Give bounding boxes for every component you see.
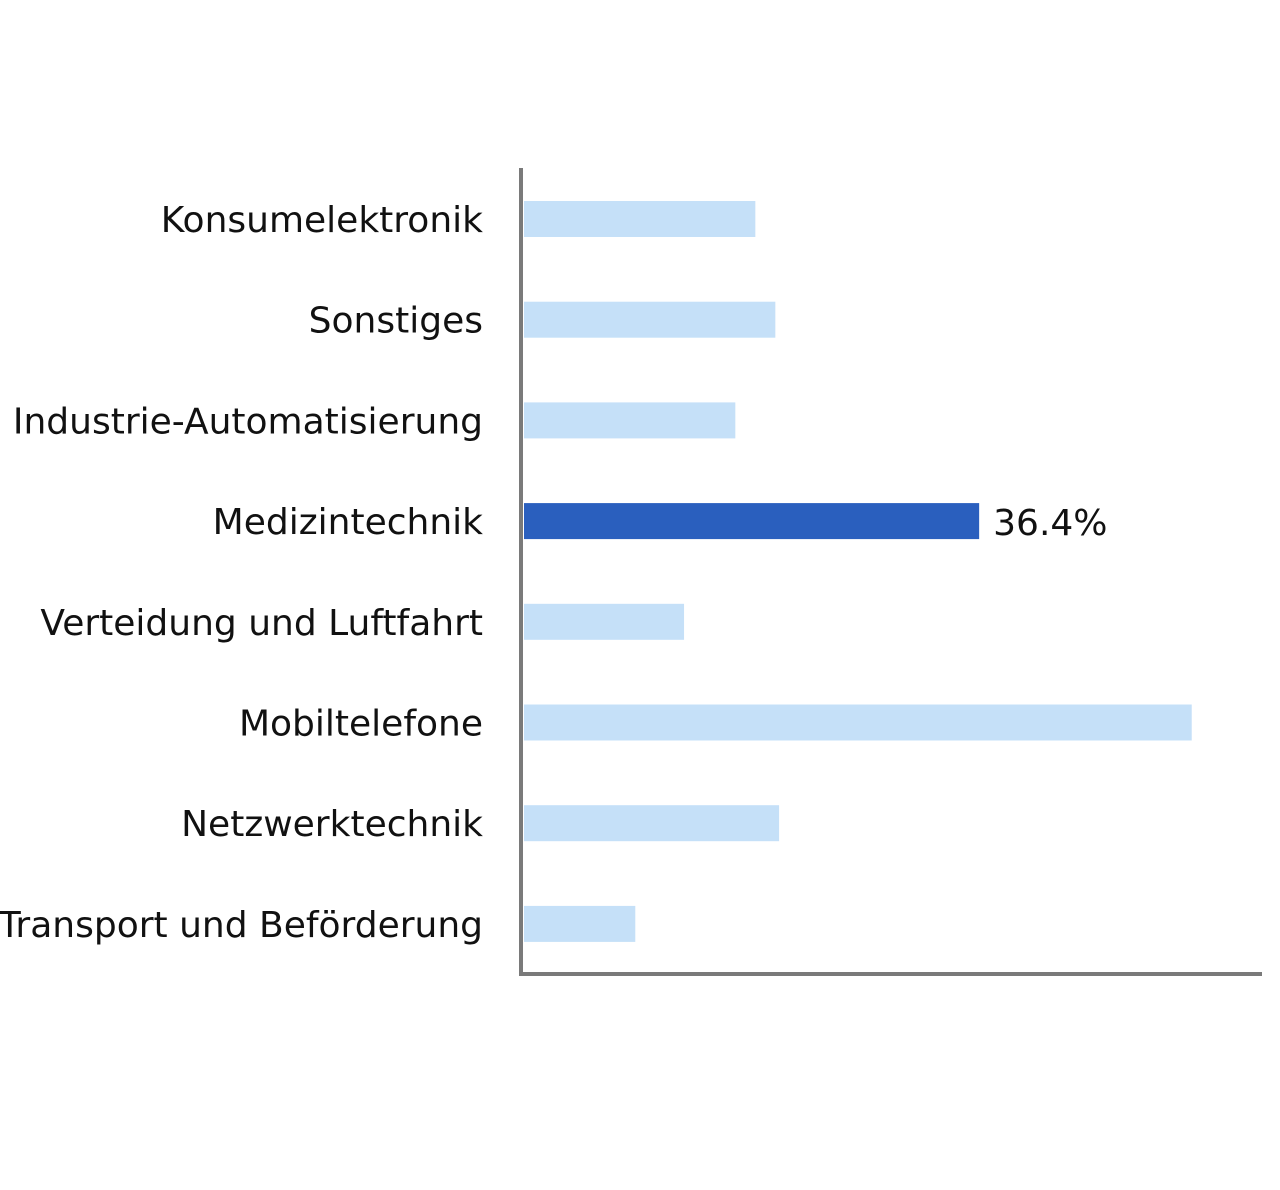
category-label-3: Medizintechnik xyxy=(213,502,483,543)
bar-2 xyxy=(524,402,736,439)
bar-7 xyxy=(524,905,636,942)
bar-3 xyxy=(524,503,980,540)
bar-1 xyxy=(524,301,776,338)
category-label-7: Transport und Beförderung xyxy=(0,905,483,946)
bars-group xyxy=(524,201,1192,942)
category-label-5: Mobiltelefone xyxy=(239,704,483,745)
category-label-4: Verteidung und Luftfahrt xyxy=(40,603,483,644)
bar-0 xyxy=(524,201,756,237)
category-label-2: Industrie-Automatisierung xyxy=(13,401,483,442)
category-label-1: Sonstiges xyxy=(309,301,483,342)
category-label-6: Netzwerktechnik xyxy=(181,804,483,845)
category-labels: Konsumelektronik Sonstiges Industrie-Autom… xyxy=(0,200,483,946)
bar-6 xyxy=(524,805,780,842)
data-labels: 36.4% xyxy=(993,503,1107,544)
bar-5 xyxy=(524,704,1192,741)
data-label-3: 36.4% xyxy=(993,503,1107,544)
bar-4 xyxy=(524,603,685,640)
category-label-0: Konsumelektronik xyxy=(161,200,483,241)
